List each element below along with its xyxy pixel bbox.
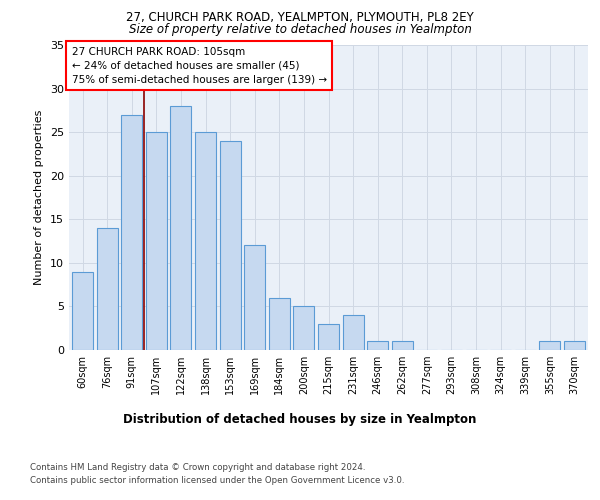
Bar (539, 342, 560, 350)
Bar (343, 315, 364, 350)
Text: Size of property relative to detached houses in Yealmpton: Size of property relative to detached ho… (128, 22, 472, 36)
Bar (121, 114, 142, 350)
Bar (293, 306, 314, 350)
Bar (367, 342, 388, 350)
Bar (318, 324, 339, 350)
Bar (72, 272, 93, 350)
Bar (170, 106, 191, 350)
Bar (97, 228, 118, 350)
Bar (564, 342, 585, 350)
Y-axis label: Number of detached properties: Number of detached properties (34, 110, 44, 285)
Text: 27, CHURCH PARK ROAD, YEALMPTON, PLYMOUTH, PL8 2EY: 27, CHURCH PARK ROAD, YEALMPTON, PLYMOUT… (126, 11, 474, 24)
Bar (269, 298, 290, 350)
Text: Contains public sector information licensed under the Open Government Licence v3: Contains public sector information licen… (30, 476, 404, 485)
Text: 27 CHURCH PARK ROAD: 105sqm
← 24% of detached houses are smaller (45)
75% of sem: 27 CHURCH PARK ROAD: 105sqm ← 24% of det… (71, 46, 327, 84)
Bar (146, 132, 167, 350)
Text: Contains HM Land Registry data © Crown copyright and database right 2024.: Contains HM Land Registry data © Crown c… (30, 462, 365, 471)
Bar (220, 141, 241, 350)
Text: Distribution of detached houses by size in Yealmpton: Distribution of detached houses by size … (124, 412, 476, 426)
Bar (195, 132, 216, 350)
Bar (392, 342, 413, 350)
Bar (244, 246, 265, 350)
